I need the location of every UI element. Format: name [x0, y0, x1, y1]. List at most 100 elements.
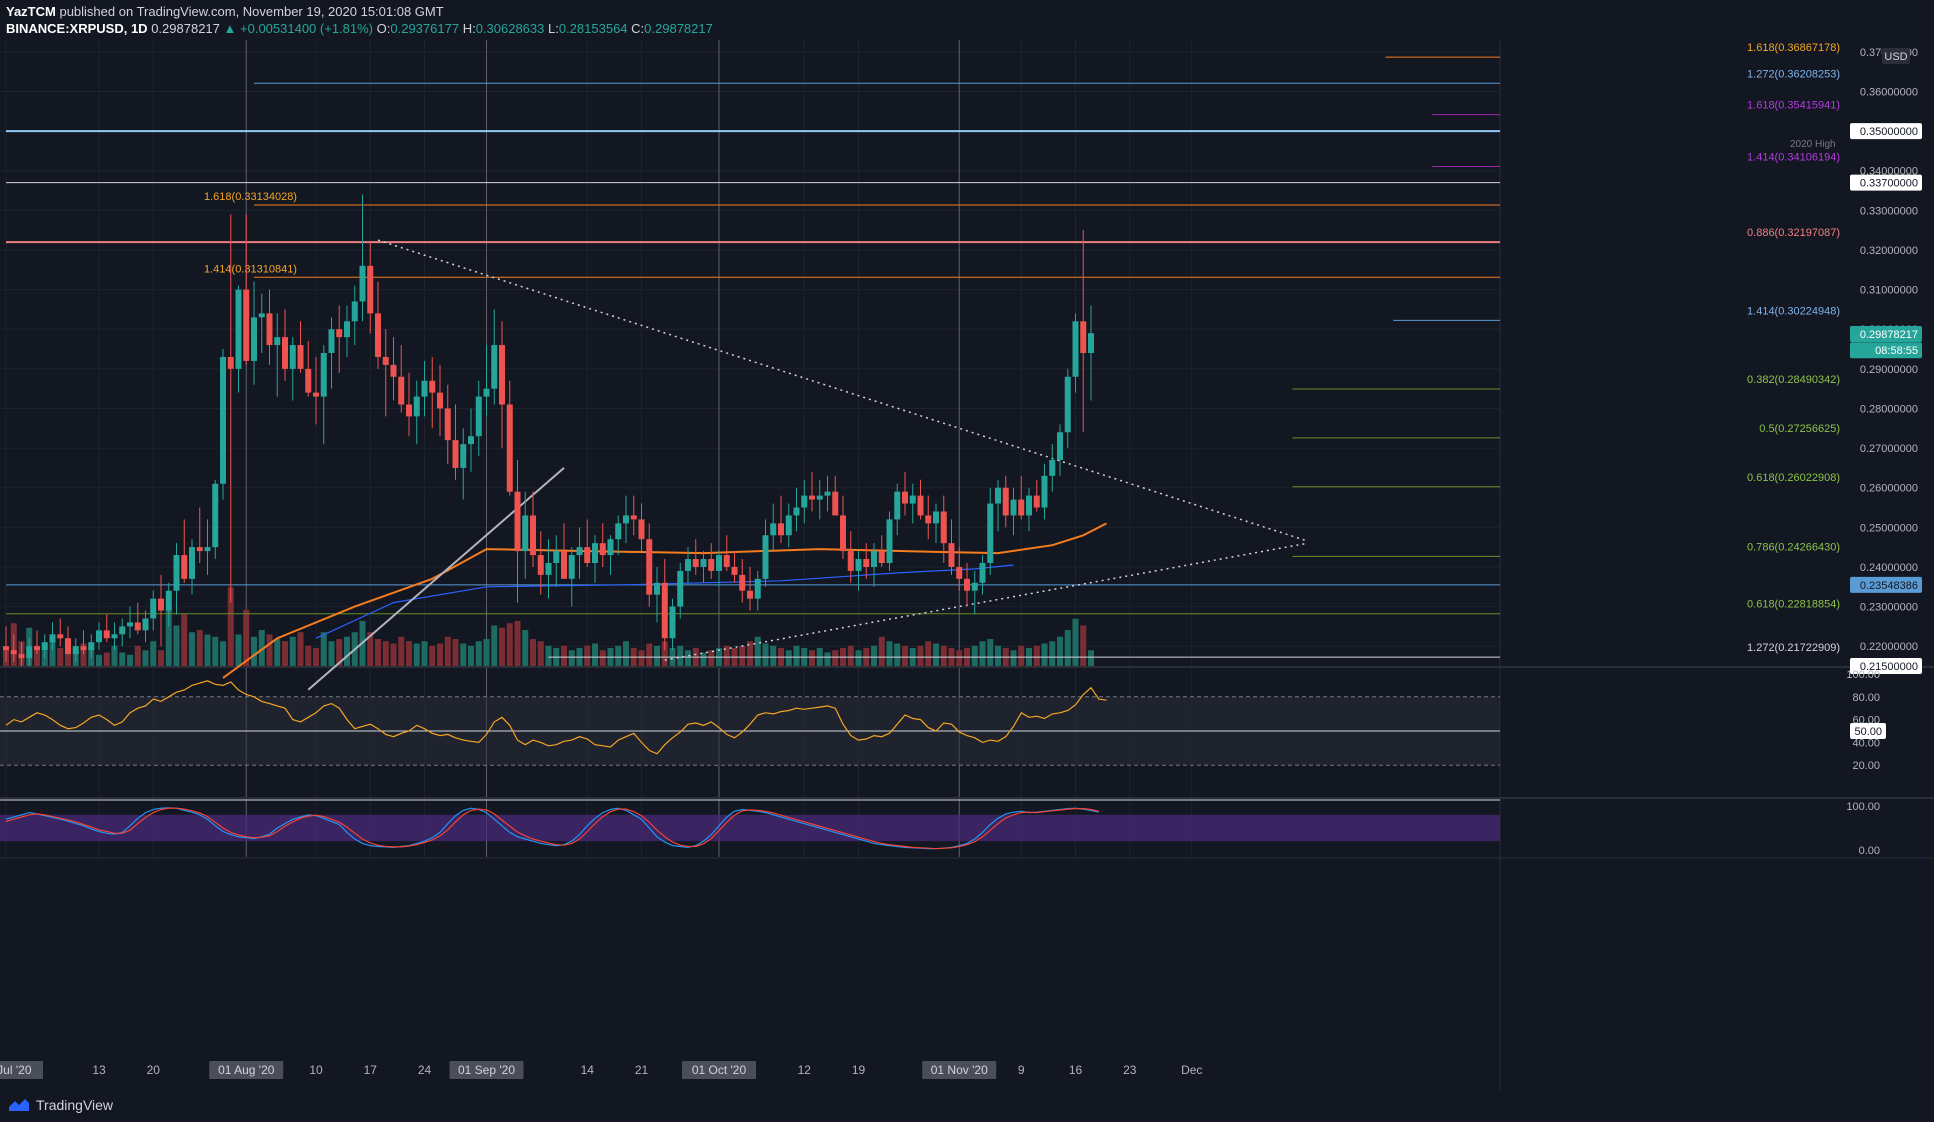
- candle-body[interactable]: [685, 559, 691, 571]
- candle-body[interactable]: [49, 634, 56, 643]
- author-name[interactable]: YazTCM: [6, 4, 56, 19]
- candle-body[interactable]: [72, 646, 79, 655]
- candle-body[interactable]: [514, 491, 521, 552]
- candle-body[interactable]: [607, 539, 614, 556]
- candle-body[interactable]: [669, 606, 676, 639]
- candle-body[interactable]: [948, 543, 955, 567]
- candle-body[interactable]: [584, 547, 591, 563]
- candle-body[interactable]: [553, 551, 560, 563]
- candle-body[interactable]: [220, 356, 226, 484]
- candle-body[interactable]: [530, 515, 536, 556]
- candle-body[interactable]: [708, 559, 715, 571]
- symbol-label[interactable]: BINANCE:XRPUSD, 1D: [6, 21, 148, 36]
- candle-body[interactable]: [638, 519, 645, 540]
- candle-body[interactable]: [10, 650, 17, 655]
- candle-body[interactable]: [88, 642, 95, 651]
- candle-body[interactable]: [289, 345, 296, 369]
- trendline-descending-resistance[interactable]: [377, 239, 1309, 542]
- candle-body[interactable]: [344, 321, 350, 338]
- candle-body[interactable]: [429, 380, 436, 393]
- candle-body[interactable]: [747, 590, 753, 599]
- candle-body[interactable]: [65, 638, 71, 655]
- candle-body[interactable]: [150, 598, 157, 619]
- candle-body[interactable]: [251, 317, 257, 361]
- candle-body[interactable]: [599, 543, 606, 556]
- candle-body[interactable]: [824, 491, 831, 496]
- candle-body[interactable]: [847, 551, 854, 571]
- candle-body[interactable]: [716, 555, 722, 571]
- candle-body[interactable]: [421, 380, 428, 397]
- candle-body[interactable]: [522, 515, 529, 552]
- candle-body[interactable]: [692, 559, 699, 567]
- candle-body[interactable]: [902, 491, 908, 504]
- candle-body[interactable]: [576, 547, 583, 556]
- candle-body[interactable]: [266, 313, 273, 346]
- candle-body[interactable]: [840, 515, 846, 552]
- candle-body[interactable]: [995, 487, 1001, 504]
- candle-body[interactable]: [933, 511, 939, 524]
- candle-body[interactable]: [297, 345, 304, 369]
- candle-body[interactable]: [3, 646, 9, 651]
- trendline-ascending-support[interactable]: [664, 542, 1309, 661]
- candle-body[interactable]: [212, 483, 219, 548]
- candle-body[interactable]: [894, 491, 901, 520]
- candle-body[interactable]: [328, 329, 335, 353]
- candle-body[interactable]: [437, 392, 443, 409]
- candle-body[interactable]: [444, 408, 451, 441]
- candle-body[interactable]: [754, 578, 761, 599]
- candle-body[interactable]: [568, 555, 575, 579]
- candle-body[interactable]: [1088, 333, 1094, 353]
- candle-body[interactable]: [1080, 321, 1087, 353]
- candle-body[interactable]: [677, 570, 684, 607]
- candle-body[interactable]: [731, 566, 738, 575]
- candle-body[interactable]: [878, 551, 885, 563]
- candle-body[interactable]: [305, 368, 312, 393]
- candle-body[interactable]: [785, 515, 792, 536]
- candle-body[interactable]: [770, 523, 777, 536]
- candle-body[interactable]: [18, 654, 25, 659]
- candle-body[interactable]: [320, 353, 327, 397]
- candle-body[interactable]: [623, 515, 629, 524]
- candle-body[interactable]: [243, 289, 250, 361]
- candle-body[interactable]: [468, 436, 474, 445]
- candle-body[interactable]: [26, 646, 33, 659]
- candle-body[interactable]: [615, 523, 622, 540]
- candle-body[interactable]: [561, 551, 567, 579]
- candle-body[interactable]: [925, 515, 932, 524]
- candle-body[interactable]: [406, 404, 412, 417]
- candle-body[interactable]: [165, 590, 172, 611]
- candle-body[interactable]: [96, 630, 102, 643]
- candle-body[interactable]: [375, 313, 381, 357]
- candle-body[interactable]: [483, 388, 490, 397]
- candle-body[interactable]: [1072, 321, 1079, 377]
- candle-body[interactable]: [336, 329, 343, 338]
- candle-body[interactable]: [398, 376, 405, 405]
- candle-body[interactable]: [909, 495, 916, 504]
- candle-body[interactable]: [80, 646, 87, 651]
- candle-body[interactable]: [1057, 432, 1063, 460]
- candle-body[interactable]: [258, 313, 265, 318]
- candle-body[interactable]: [235, 289, 242, 369]
- candle-body[interactable]: [956, 566, 963, 579]
- candle-body[interactable]: [351, 301, 358, 322]
- trendline-rising-trendline[interactable]: [307, 467, 565, 691]
- candle-body[interactable]: [274, 337, 281, 346]
- candle-body[interactable]: [855, 559, 862, 571]
- candle-body[interactable]: [816, 495, 823, 500]
- candle-body[interactable]: [452, 440, 459, 468]
- candle-body[interactable]: [1010, 499, 1017, 516]
- candle-body[interactable]: [762, 535, 769, 579]
- candle-body[interactable]: [1064, 376, 1071, 433]
- candle-body[interactable]: [413, 396, 420, 417]
- candle-body[interactable]: [41, 642, 48, 651]
- candle-body[interactable]: [1041, 475, 1048, 508]
- candle-body[interactable]: [630, 515, 637, 520]
- candle-body[interactable]: [119, 626, 126, 635]
- candle-body[interactable]: [390, 364, 397, 377]
- price-chart[interactable]: 1.618(0.36867178) 1.272(0.36208253) 1.618(…: [0, 0, 1934, 1090]
- candle-body[interactable]: [723, 555, 730, 567]
- candle-body[interactable]: [1049, 459, 1056, 476]
- candle-body[interactable]: [196, 547, 203, 552]
- candle-body[interactable]: [940, 511, 947, 544]
- candle-body[interactable]: [801, 495, 808, 508]
